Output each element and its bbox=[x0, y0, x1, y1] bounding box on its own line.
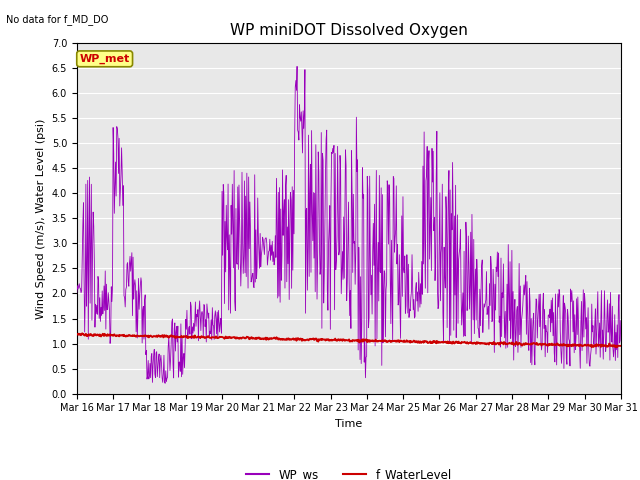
Text: WP_met: WP_met bbox=[79, 54, 130, 64]
Y-axis label: Wind Speed (m/s), Water Level (psi): Wind Speed (m/s), Water Level (psi) bbox=[36, 118, 46, 319]
X-axis label: Time: Time bbox=[335, 419, 362, 429]
Text: No data for f_MD_DO: No data for f_MD_DO bbox=[6, 14, 109, 25]
Legend: WP_ws, f_WaterLevel: WP_ws, f_WaterLevel bbox=[241, 463, 456, 480]
Title: WP miniDOT Dissolved Oxygen: WP miniDOT Dissolved Oxygen bbox=[230, 23, 468, 38]
